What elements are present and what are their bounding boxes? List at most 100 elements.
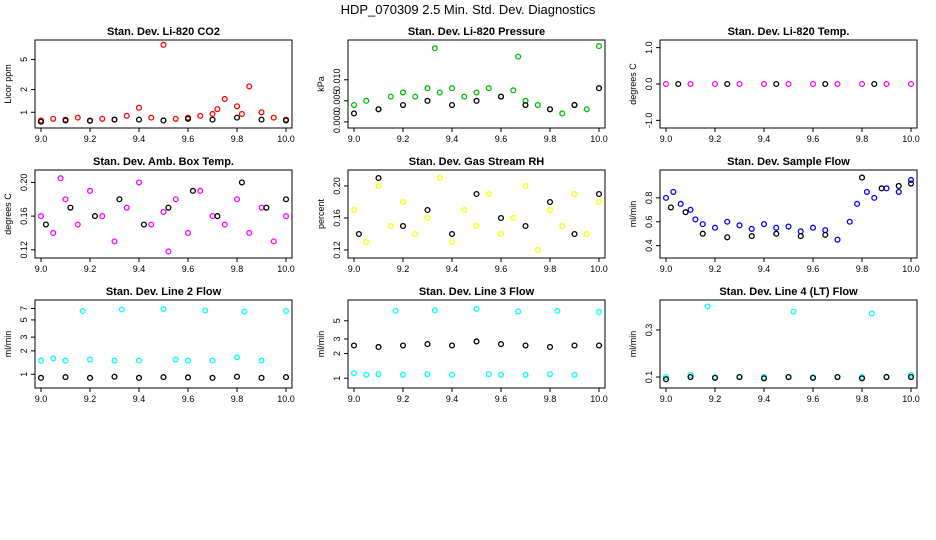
x-tick-label: 9.2 [84,394,97,404]
data-point [699,221,706,228]
panel-7: Stan. Dev. Line 2 Flow ml/min 9.0 9.2 9.4 9.6… [3,286,295,404]
data-point [86,117,94,124]
series-1 [37,41,290,124]
data-point [822,227,829,234]
data-point [412,93,419,100]
data-point [246,83,253,90]
x-tick-label: 9.4 [758,394,771,404]
data-point [37,357,45,364]
data-point [497,341,505,348]
y-tick-label: 3 [19,335,29,340]
x-tick-label: 9.8 [856,134,869,144]
data-point [363,371,370,378]
series-2 [350,338,603,351]
data-point [62,196,69,203]
data-point [172,115,179,122]
x-tick-label: 9.6 [495,394,508,404]
data-point [546,106,554,113]
data-point [233,354,241,361]
data-point [473,222,480,230]
data-point [448,230,456,238]
x-tick-label: 9.0 [660,394,673,404]
x-tick-label: 9.6 [807,264,820,274]
data-point [878,185,885,192]
data-point [473,89,480,96]
y-axis-label: ml/min [628,201,638,228]
data-point [233,114,241,121]
series-2 [42,179,290,228]
data-point [363,97,370,104]
data-point [760,375,768,382]
data-point [809,224,817,231]
data-point [160,41,167,48]
data-point [62,357,69,364]
data-point [99,213,106,220]
data-point [785,373,792,381]
data-point [399,222,407,230]
data-point [515,53,522,60]
series-1 [350,174,603,254]
data-point [662,376,670,383]
data-point [375,106,382,113]
y-tick-label: 5 [19,317,29,322]
data-point [797,228,804,235]
data-point [748,233,755,240]
data-point [62,374,69,381]
data-point [375,182,382,190]
y-tick-label: 0.010 [332,69,342,92]
plot-frame [659,299,918,389]
data-point [436,89,443,96]
data-point [497,93,505,100]
x-tick-label: 9.0 [35,394,48,404]
data-point [571,190,578,198]
x-tick-label: 9.2 [397,264,410,274]
x-tick-label: 10.0 [590,264,608,274]
x-tick-label: 9.4 [446,394,459,404]
data-point [895,188,902,195]
data-point [270,114,277,121]
data-point [711,374,719,381]
plot-frame [347,39,606,129]
data-point [86,187,94,194]
y-tick-label: 0.8 [644,192,654,205]
data-point [111,373,118,380]
data-point [241,308,248,315]
data-point [270,238,277,245]
data-point [282,213,290,220]
panel-title: Stan. Dev. Line 2 Flow [106,286,222,298]
data-point [74,221,81,228]
data-point [571,342,578,349]
data-point [485,85,492,92]
data-point [677,200,684,207]
data-point [282,117,290,124]
data-point [399,89,407,96]
data-point [863,188,870,195]
data-point [148,114,155,121]
data-point [62,117,69,124]
data-point [510,214,517,222]
data-point [233,373,241,380]
data-point [140,221,147,228]
y-axis-label: ml/min [628,331,638,358]
data-point [350,102,358,109]
x-tick-label: 9.8 [544,134,557,144]
data-point [392,307,399,314]
data-point [436,174,443,182]
data-point [522,102,529,109]
panel-title: Stan. Dev. Li-820 Pressure [408,26,545,38]
data-point [834,80,841,88]
x-tick-label: 9.2 [709,134,722,144]
data-point [790,308,797,315]
data-point [797,233,804,240]
data-point [907,180,915,187]
y-tick-label: 2 [19,87,29,92]
data-point [748,225,755,232]
data-point [724,80,731,88]
series-2 [667,174,915,241]
data-point [263,204,270,211]
data-point [246,229,253,236]
data-point [424,371,431,378]
panel-4: Stan. Dev. Amb. Box Temp. degrees C 9.0 9.2… [3,156,295,274]
data-point [135,104,143,111]
